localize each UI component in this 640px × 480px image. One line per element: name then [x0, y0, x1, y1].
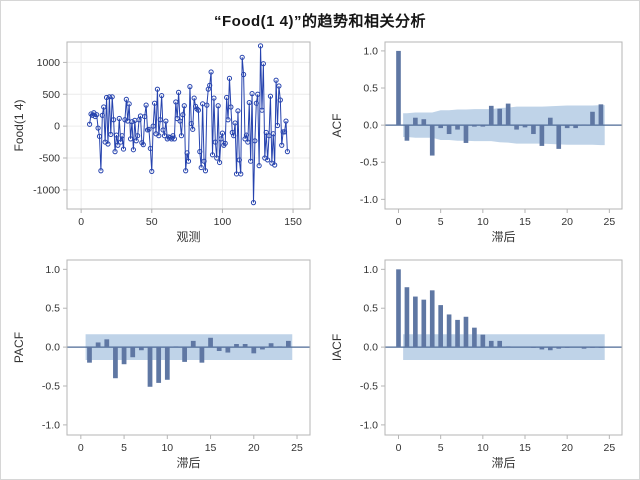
svg-text:5: 5: [438, 216, 444, 228]
svg-text:滞后: 滞后: [491, 230, 515, 244]
series-chart: 0 50 100 150 1000 500 0 -500 -1000 观测 Food(1 4): [12, 41, 311, 244]
svg-text:25: 25: [604, 442, 616, 454]
svg-text:1.0: 1.0: [45, 264, 60, 276]
svg-text:150: 150: [284, 216, 302, 228]
svg-text:0.0: 0.0: [45, 342, 60, 354]
svg-text:25: 25: [291, 442, 303, 454]
svg-text:20: 20: [248, 442, 260, 454]
svg-text:0.5: 0.5: [45, 303, 60, 315]
page-title: “Food(1 4)”的趋势和相关分析: [214, 13, 426, 30]
svg-text:-1.0: -1.0: [360, 419, 378, 431]
svg-text:0.5: 0.5: [363, 303, 378, 315]
pacf-plot-panel: 0 5 10 15 20 25 1.0 0.5 0.0 -0.5 -1.0 滞后 PACF: [9, 251, 321, 478]
svg-text:-0.5: -0.5: [42, 381, 60, 393]
svg-text:5: 5: [438, 442, 444, 454]
iacf-plot-panel: 0 5 10 15 20 25 1.0 0.5 0.0 -0.5 -1.0 滞后 IACF: [327, 251, 633, 478]
acf-chart: 0 5 10 15 20 25 1.0 0.5 0.0 -0.5 -1.0 滞后 ACF: [330, 41, 623, 244]
svg-text:-1.0: -1.0: [42, 419, 60, 431]
svg-text:0.0: 0.0: [363, 120, 378, 132]
svg-text:0: 0: [396, 442, 402, 454]
svg-text:Food(1 4): Food(1 4): [12, 99, 26, 151]
svg-text:-1000: -1000: [33, 184, 60, 196]
svg-text:50: 50: [146, 216, 158, 228]
svg-text:0: 0: [78, 216, 84, 228]
svg-text:15: 15: [519, 216, 531, 228]
svg-text:20: 20: [561, 442, 573, 454]
svg-text:0.0: 0.0: [363, 342, 378, 354]
svg-text:0: 0: [54, 121, 60, 133]
svg-text:PACF: PACF: [12, 332, 26, 363]
svg-text:500: 500: [42, 89, 60, 101]
svg-text:-500: -500: [39, 153, 60, 165]
pacf-chart: 0 5 10 15 20 25 1.0 0.5 0.0 -0.5 -1.0 滞后 PACF: [12, 259, 311, 470]
svg-text:10: 10: [477, 442, 489, 454]
svg-text:0: 0: [396, 216, 402, 228]
svg-text:0.5: 0.5: [363, 83, 378, 95]
svg-text:10: 10: [161, 442, 173, 454]
svg-text:20: 20: [561, 216, 573, 228]
svg-text:-1.0: -1.0: [360, 194, 378, 206]
svg-text:100: 100: [214, 216, 232, 228]
svg-text:1000: 1000: [37, 57, 61, 69]
svg-text:5: 5: [121, 442, 127, 454]
svg-text:10: 10: [477, 216, 489, 228]
svg-text:25: 25: [604, 216, 616, 228]
svg-text:IACF: IACF: [330, 334, 344, 361]
svg-text:0: 0: [78, 442, 84, 454]
svg-text:1.0: 1.0: [363, 45, 378, 57]
svg-text:滞后: 滞后: [176, 456, 200, 470]
svg-text:1.0: 1.0: [363, 264, 378, 276]
iacf-chart: 0 5 10 15 20 25 1.0 0.5 0.0 -0.5 -1.0 滞后 IACF: [330, 259, 623, 470]
svg-text:-0.5: -0.5: [360, 157, 378, 169]
svg-text:滞后: 滞后: [491, 456, 515, 470]
svg-text:15: 15: [205, 442, 217, 454]
series-plot-panel: 0 50 100 150 1000 500 0 -500 -1000 观测 Food(1 4): [9, 33, 321, 252]
svg-text:15: 15: [519, 442, 531, 454]
svg-text:ACF: ACF: [330, 114, 344, 138]
svg-text:-0.5: -0.5: [360, 381, 378, 393]
acf-plot-panel: 0 5 10 15 20 25 1.0 0.5 0.0 -0.5 -1.0 滞后 ACF: [327, 33, 633, 252]
svg-text:观测: 观测: [176, 230, 200, 244]
